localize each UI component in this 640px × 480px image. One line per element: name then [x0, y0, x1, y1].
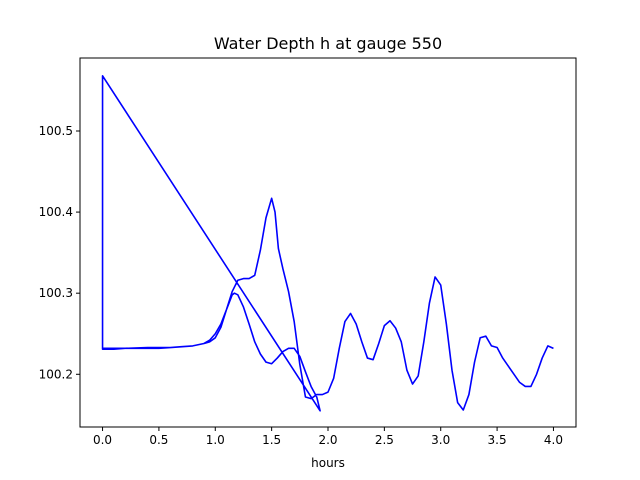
x-tick-label: 1.5 [262, 433, 281, 447]
series-line-0 [101, 75, 554, 412]
y-axis: 100.2 100.3 100.4 100.5 [39, 124, 80, 381]
chart-title: Water Depth h at gauge 550 [214, 34, 442, 53]
y-tick-label: 100.4 [39, 205, 73, 219]
y-tick-label: 100.3 [39, 286, 73, 300]
x-tick-label: 0.5 [149, 433, 168, 447]
y-tick-label: 100.2 [39, 367, 73, 381]
x-tick-label: 1.0 [206, 433, 225, 447]
plot-area [101, 75, 554, 412]
y-tick-label: 100.5 [39, 124, 73, 138]
x-tick-label: 2.0 [318, 433, 337, 447]
x-tick-label: 0.0 [93, 433, 112, 447]
x-tick-label: 3.5 [488, 433, 507, 447]
x-axis-label: hours [311, 456, 345, 470]
x-tick-label: 3.0 [431, 433, 450, 447]
x-tick-label: 2.5 [375, 433, 394, 447]
x-axis: 0.0 0.5 1.0 1.5 2.0 2.5 3.0 3.5 4.0 [93, 427, 563, 447]
x-tick-label: 4.0 [544, 433, 563, 447]
